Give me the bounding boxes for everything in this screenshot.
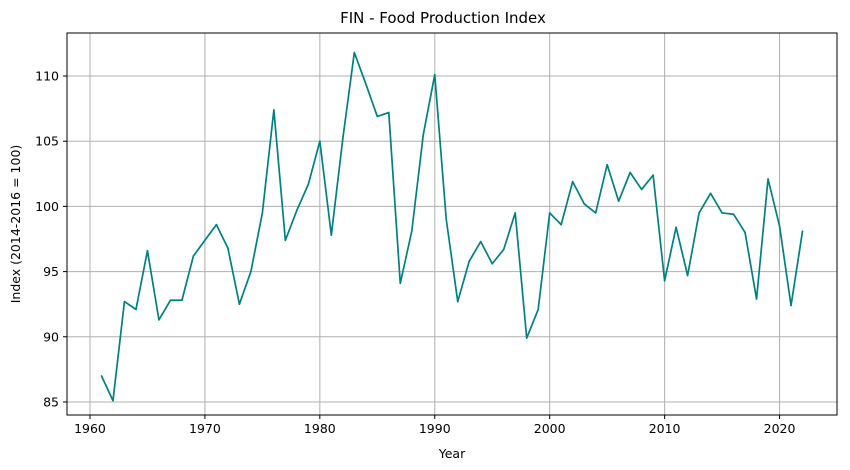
- data-point: [261, 212, 264, 214]
- data-point: [169, 299, 172, 302]
- chart-title: FIN - Food Production Index: [340, 9, 546, 27]
- data-point: [755, 298, 758, 300]
- series-layer: [100, 51, 804, 402]
- data-point: [123, 300, 126, 303]
- data-point: [353, 51, 356, 54]
- data-point: [158, 319, 160, 321]
- data-point: [629, 171, 631, 174]
- data-point: [698, 212, 700, 214]
- data-point: [238, 303, 241, 305]
- data-point: [491, 262, 494, 265]
- y-tick-label: 100: [35, 199, 59, 214]
- data-point: [537, 308, 539, 311]
- data-point: [365, 83, 367, 85]
- data-point: [135, 308, 137, 311]
- data-point: [330, 234, 333, 236]
- data-point: [548, 212, 551, 214]
- data-point: [571, 180, 574, 183]
- y-tick-label: 95: [43, 264, 59, 279]
- y-axis-title: Index (2014-2016 = 100): [8, 145, 23, 304]
- data-point: [433, 73, 436, 76]
- data-point: [502, 248, 505, 251]
- data-point: [514, 212, 517, 214]
- data-point: [112, 399, 114, 402]
- data-point: [560, 223, 562, 226]
- y-tick-label: 105: [35, 134, 59, 149]
- data-point: [640, 188, 643, 191]
- x-tick-label: 2010: [649, 421, 681, 436]
- y-tick-label: 110: [35, 69, 59, 84]
- x-tick-label: 1980: [304, 421, 336, 436]
- data-point: [410, 230, 413, 232]
- data-point: [192, 255, 195, 257]
- x-tick-label: 1970: [189, 421, 221, 436]
- data-point: [767, 178, 769, 180]
- data-point: [583, 202, 585, 205]
- data-point: [686, 274, 689, 277]
- data-point: [342, 137, 344, 140]
- data-point: [479, 240, 482, 243]
- x-tick-label: 2000: [534, 421, 566, 436]
- x-tick-label: 1960: [74, 421, 106, 436]
- data-point: [778, 225, 781, 227]
- data-point: [732, 213, 735, 216]
- data-point: [790, 304, 792, 307]
- data-point: [296, 209, 298, 212]
- series-line: [100, 51, 804, 402]
- data-point: [594, 212, 597, 214]
- x-tick-label: 2020: [764, 421, 796, 436]
- data-point: [284, 239, 287, 242]
- data-point: [146, 249, 149, 252]
- data-point: [422, 133, 425, 136]
- data-point: [617, 200, 620, 202]
- data-point: [250, 270, 252, 273]
- axis-ticks: 1960 1970 1980 1990 2000 2010 2020 85 90 95 100 105…: [35, 69, 795, 436]
- data-point: [606, 163, 608, 166]
- x-tick-label: 1990: [419, 421, 451, 436]
- data-point: [675, 226, 677, 229]
- data-point: [100, 375, 103, 377]
- data-point: [744, 231, 746, 234]
- data-point: [319, 140, 321, 143]
- data-point: [215, 223, 218, 226]
- plot-frame: [66, 32, 838, 416]
- data-point: [376, 115, 379, 118]
- data-point: [307, 183, 310, 186]
- data-point: [387, 111, 390, 114]
- data-point: [456, 300, 459, 303]
- data-point: [227, 247, 229, 249]
- data-point: [181, 299, 183, 302]
- data-point: [525, 337, 528, 339]
- data-point: [204, 239, 206, 242]
- data-point: [721, 212, 723, 214]
- grid-lines: [67, 33, 837, 415]
- data-point: [709, 192, 712, 195]
- data-point: [273, 109, 275, 111]
- data-point: [801, 230, 804, 232]
- data-point: [663, 279, 666, 282]
- y-tick-label: 85: [43, 394, 59, 409]
- data-point: [399, 282, 402, 285]
- x-axis-title: Year: [438, 446, 466, 461]
- data-point: [652, 174, 654, 176]
- data-point: [468, 260, 471, 262]
- data-point: [445, 218, 448, 221]
- y-tick-label: 90: [43, 329, 59, 344]
